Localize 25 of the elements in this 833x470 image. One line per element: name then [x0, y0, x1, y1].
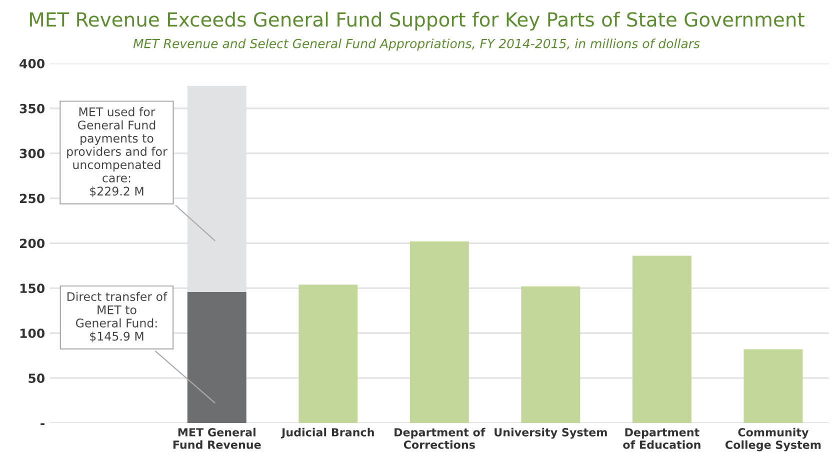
- chart-title: MET Revenue Exceeds General Fund Support for Key Parts of State Government: [30, 12, 804, 31]
- x-tick-label: Judicial Branch: [280, 428, 374, 439]
- y-tick-label: 50: [28, 374, 45, 383]
- bar: [521, 286, 580, 423]
- y-tick-label: 100: [20, 328, 45, 338]
- x-tick-label: University System: [494, 428, 607, 439]
- x-tick-label: Department of Corrections: [394, 428, 486, 449]
- chart-subtitle: MET Revenue and Select General Fund Appropriations, FY 2014-2015, in millions of dollars: [133, 38, 700, 51]
- y-tick-label: 200: [20, 238, 45, 248]
- annotation: Direct transfer of MET to General Fund: $145.9 M: [67, 292, 168, 342]
- bar: [187, 292, 246, 423]
- y-tick-label: 400: [20, 58, 45, 68]
- y-tick-label: -: [40, 423, 44, 426]
- x-tick-label: Department of Education: [623, 428, 700, 449]
- y-tick-label: 350: [20, 104, 45, 114]
- x-tick-label: MET General Fund Revenue: [173, 428, 261, 449]
- x-tick-label: Community College System: [725, 428, 821, 452]
- bar: [410, 241, 469, 423]
- bar: [744, 349, 803, 423]
- bar: [632, 256, 692, 423]
- y-tick-label: 300: [20, 148, 45, 158]
- y-tick-label: 150: [20, 284, 45, 294]
- annotation: MET used for General Fund payments to providers and for uncompenated care: $229.2 M: [67, 107, 168, 198]
- y-tick-label: 250: [20, 194, 45, 204]
- bar: [298, 284, 358, 423]
